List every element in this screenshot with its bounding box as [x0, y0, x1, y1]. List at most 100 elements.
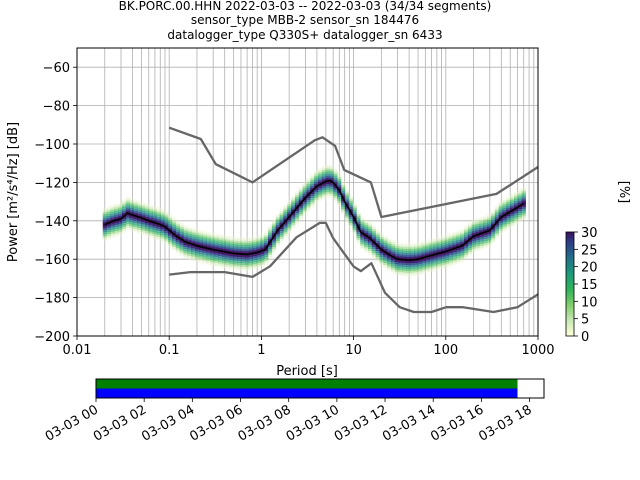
density-cell: [318, 192, 323, 196]
density-cell: [425, 249, 430, 252]
density-cell: [298, 207, 303, 211]
density-cell: [275, 217, 280, 220]
density-cell: [325, 170, 330, 173]
density-cell: [341, 195, 346, 198]
density-cell: [421, 269, 426, 273]
density-cell: [271, 238, 277, 242]
density-cell: [394, 269, 400, 272]
density-cell: [279, 215, 284, 218]
density-cell: [498, 203, 503, 206]
y-tick-label: −160: [34, 253, 70, 268]
density-cell: [452, 254, 457, 258]
density-cell: [521, 210, 526, 213]
density-cell: [298, 200, 303, 203]
density-cell: [244, 266, 250, 270]
density-cell: [183, 229, 188, 232]
density-cell: [179, 232, 184, 235]
density-cell: [490, 240, 496, 244]
density-cell: [183, 250, 188, 253]
density-cell: [402, 266, 407, 269]
density-cell: [229, 257, 234, 261]
density-cell: [360, 241, 365, 245]
density-cell: [517, 193, 523, 196]
density-cell: [248, 262, 254, 265]
density-cell: [291, 205, 296, 208]
density-cell: [391, 261, 396, 264]
density-cell: [471, 236, 476, 240]
density-cell: [517, 208, 523, 211]
density-cell: [145, 220, 150, 224]
density-cell: [291, 197, 296, 201]
density-cell: [110, 233, 115, 236]
density-cell: [402, 247, 407, 250]
density-cell: [256, 243, 261, 246]
density-cell: [429, 238, 434, 242]
density-cell: [329, 174, 334, 177]
density-cell: [506, 205, 511, 209]
density-cell: [387, 259, 392, 262]
density-cell: [110, 223, 115, 227]
density-cell: [102, 233, 107, 236]
density-cell: [375, 246, 380, 250]
density-cell: [514, 210, 519, 214]
density-cell: [237, 254, 242, 257]
density-cell: [387, 264, 392, 268]
density-cell: [129, 217, 134, 220]
density-cell: [314, 191, 319, 194]
density-cell: [221, 242, 227, 246]
density-cell: [237, 239, 242, 242]
density-cell: [490, 233, 496, 236]
density-cell: [379, 236, 384, 240]
density-cell: [318, 191, 323, 194]
density-cell: [164, 228, 169, 231]
density-cell: [229, 248, 234, 251]
density-cell: [102, 225, 107, 228]
density-cell: [294, 216, 300, 219]
density-cell: [514, 199, 519, 202]
density-cell: [125, 200, 131, 204]
density-cell: [271, 242, 277, 246]
density-cell: [414, 273, 419, 276]
density-cell: [437, 238, 442, 242]
density-cell: [433, 251, 438, 254]
density-cell: [145, 228, 150, 231]
density-cell: [164, 222, 169, 226]
density-cell: [268, 254, 273, 257]
density-cell: [125, 198, 131, 202]
density-cell: [510, 201, 515, 205]
density-cell: [444, 251, 450, 255]
density-cell: [414, 252, 419, 255]
density-cell: [310, 178, 315, 181]
density-cell: [271, 240, 277, 244]
density-cell: [302, 201, 307, 204]
density-cell: [510, 213, 515, 216]
density-cell: [341, 202, 346, 206]
density-cell: [229, 246, 234, 249]
density-cell: [183, 256, 188, 259]
density-cell: [125, 202, 131, 205]
density-cell: [514, 193, 519, 197]
density-cell: [514, 195, 519, 198]
density-cell: [187, 249, 192, 253]
timeline-tick-label: 03-03 04: [139, 402, 197, 444]
density-cell: [333, 172, 338, 175]
density-cell: [229, 240, 234, 243]
density-cell: [318, 169, 323, 173]
density-cell: [375, 258, 380, 261]
density-cell: [383, 252, 388, 256]
density-cell: [333, 187, 338, 191]
density-cell: [229, 244, 234, 247]
density-cell: [268, 227, 273, 230]
density-cell: [129, 226, 134, 230]
density-cell: [241, 262, 246, 265]
density-cell: [171, 225, 177, 228]
density-cell: [441, 266, 446, 269]
density-cell: [206, 237, 211, 241]
density-cell: [483, 238, 488, 241]
density-cell: [494, 222, 500, 226]
density-cell: [171, 223, 177, 226]
density-cell: [487, 223, 492, 227]
density-cell: [344, 192, 350, 196]
density-cell: [152, 227, 157, 230]
